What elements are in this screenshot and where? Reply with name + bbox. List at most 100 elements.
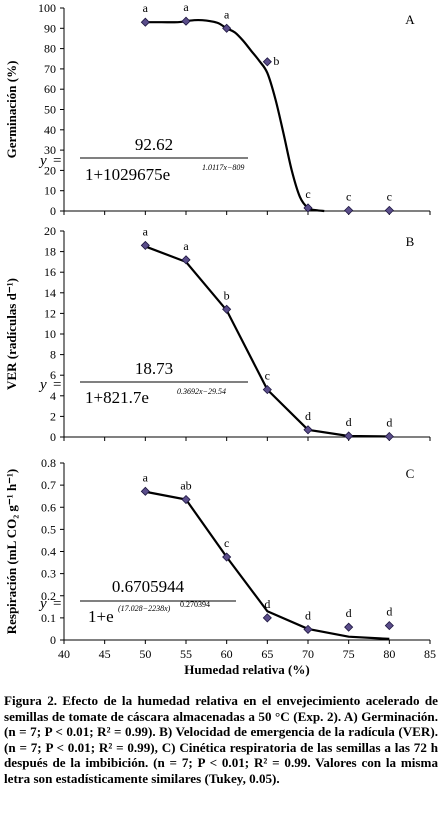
significance-letter: d bbox=[386, 605, 392, 619]
significance-letter: b bbox=[224, 288, 230, 302]
significance-letter: a bbox=[183, 239, 189, 253]
y-tick-label: 50 bbox=[44, 103, 56, 117]
significance-letter: d bbox=[386, 415, 392, 429]
chart-panel-c: 0 0.1 0.2 0.3 0.4 0.5 0.6 0.7 0.8 40 45 50 55 60 65 70 7… bbox=[4, 456, 436, 677]
data-point bbox=[262, 613, 272, 623]
data-point bbox=[303, 425, 313, 435]
y-tick-label: 0.4 bbox=[41, 545, 56, 559]
equation-numerator: 18.73 bbox=[135, 359, 173, 378]
significance-letter: d bbox=[305, 608, 311, 622]
equation-exponent: 0.3692x−29.54 bbox=[177, 387, 226, 396]
data-point bbox=[384, 205, 394, 215]
y-tick-label: 0.8 bbox=[41, 456, 56, 470]
y-tick-label: 0 bbox=[50, 633, 56, 647]
data-point bbox=[303, 624, 313, 634]
y-tick-label: 8 bbox=[50, 348, 56, 362]
y-tick-label: 100 bbox=[38, 1, 56, 15]
y-tick-label: 6 bbox=[50, 368, 56, 382]
x-tick-label: 40 bbox=[58, 647, 70, 661]
equation-y-symbol: y bbox=[38, 153, 47, 169]
significance-letter: a bbox=[224, 7, 230, 21]
data-point bbox=[140, 240, 150, 250]
x-tick-label: 60 bbox=[221, 647, 233, 661]
fitted-curve bbox=[144, 245, 390, 438]
y-tick-label: 90 bbox=[44, 21, 56, 35]
significance-letter: c bbox=[387, 189, 392, 203]
y-tick-label: 0 bbox=[50, 204, 56, 218]
y-tick-label: 0.7 bbox=[41, 478, 56, 492]
y-tick-label: 30 bbox=[44, 143, 56, 157]
significance-letter: d bbox=[264, 597, 270, 611]
data-point bbox=[222, 552, 232, 562]
equation-y-symbol: y bbox=[38, 596, 47, 612]
y-tick-label: 0.1 bbox=[41, 611, 56, 625]
equation-denominator: 1+821.7e bbox=[85, 388, 149, 407]
y-tick-label: 40 bbox=[44, 123, 56, 137]
chart-panel-a: 0 10 20 30 40 50 60 70 80 90 100 Germinación (%) Aa a… bbox=[4, 0, 431, 218]
data-point bbox=[181, 16, 191, 26]
significance-letter: d bbox=[346, 415, 352, 429]
x-tick-label: 45 bbox=[99, 647, 111, 661]
y-tick-label: 80 bbox=[44, 42, 56, 56]
data-point bbox=[384, 431, 394, 442]
panel-letter: B bbox=[406, 234, 415, 249]
y-tick-label: 0.6 bbox=[41, 500, 56, 514]
x-tick-label: 50 bbox=[139, 647, 151, 661]
x-axis-label: Humedad relativa (%) bbox=[184, 662, 309, 677]
y-tick-label: 4 bbox=[50, 389, 56, 403]
y-tick-label: 70 bbox=[44, 62, 56, 76]
y-tick-label: 20 bbox=[44, 224, 56, 238]
significance-letter: c bbox=[265, 369, 270, 383]
fitted-curve bbox=[145, 18, 325, 213]
equation-equals: = bbox=[53, 153, 61, 169]
y-axis-label: VER (radículas d⁻¹) bbox=[4, 278, 19, 390]
data-point bbox=[344, 431, 354, 441]
data-point bbox=[140, 17, 150, 27]
y-tick-label: 60 bbox=[44, 82, 56, 96]
equation-numerator: 0.6705944 bbox=[112, 577, 185, 596]
y-tick-label: 0 bbox=[50, 430, 56, 444]
significance-letter: d bbox=[346, 606, 352, 620]
significance-letter: c bbox=[346, 189, 351, 203]
significance-letter: c bbox=[224, 536, 229, 550]
panel-letter: C bbox=[406, 466, 415, 481]
y-tick-label: 0.5 bbox=[41, 522, 56, 536]
regression-equation: y = 18.73 1+821.7e 0.3692x−29.54 bbox=[38, 359, 248, 407]
regression-equation: y = 0.6705944 1+e (17.028−2238x) 0.270394 bbox=[38, 577, 236, 626]
y-tick-label: 12 bbox=[44, 306, 56, 320]
equation-equals: = bbox=[53, 377, 61, 393]
equation-denominator: 1+e bbox=[88, 607, 114, 626]
y-tick-label: 0.3 bbox=[41, 567, 56, 581]
significance-letter: a bbox=[143, 1, 149, 15]
y-tick-label: 14 bbox=[44, 286, 56, 300]
data-point bbox=[140, 486, 150, 496]
data-point bbox=[344, 622, 354, 632]
y-axis-label: Respiración (mL CO₂ g⁻¹ h⁻¹) bbox=[4, 469, 19, 635]
y-tick-label: 16 bbox=[44, 265, 56, 279]
significance-letter: d bbox=[305, 409, 311, 423]
equation-exponent: (17.028−2238x) bbox=[118, 604, 171, 613]
data-point bbox=[222, 304, 232, 314]
y-tick-label: 0.2 bbox=[41, 589, 56, 603]
x-tick-label: 75 bbox=[343, 647, 355, 661]
equation-exponent: 1.0117x−809 bbox=[202, 163, 244, 172]
figure-caption: Figura 2. Efecto de la humedad relativa … bbox=[4, 693, 438, 786]
panel-letter: A bbox=[405, 12, 415, 27]
y-tick-label: 18 bbox=[44, 245, 56, 259]
data-point bbox=[181, 494, 191, 505]
x-tick-label: 80 bbox=[383, 647, 395, 661]
y-tick-label: 10 bbox=[44, 184, 56, 198]
equation-equals: = bbox=[53, 596, 61, 612]
x-tick-label: 65 bbox=[261, 647, 273, 661]
significance-letter: c bbox=[305, 187, 310, 201]
y-axis-label: Germinación (%) bbox=[4, 61, 19, 159]
equation-numerator: 92.62 bbox=[135, 135, 173, 154]
equation-exponent-power: 0.270394 bbox=[180, 600, 210, 609]
significance-letter: b bbox=[273, 54, 279, 68]
data-point bbox=[222, 23, 232, 33]
equation-denominator: 1+1029675e bbox=[85, 165, 170, 184]
x-tick-label: 70 bbox=[302, 647, 314, 661]
data-point bbox=[262, 57, 272, 67]
y-tick-label: 20 bbox=[44, 163, 56, 177]
